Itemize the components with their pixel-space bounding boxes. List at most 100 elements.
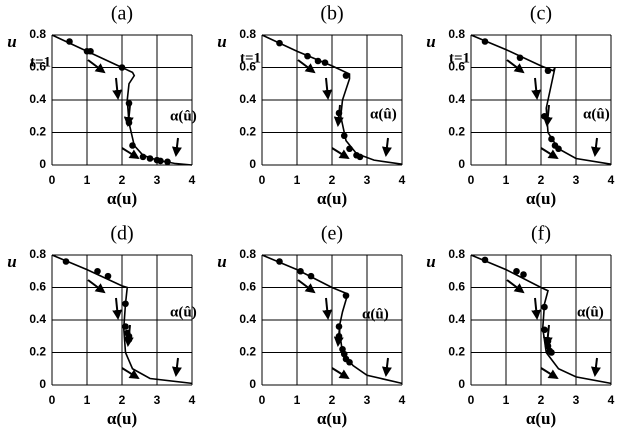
arrow (322, 77, 333, 100)
point (516, 54, 524, 62)
x-tick-label: 3 (154, 393, 161, 407)
point (276, 39, 283, 47)
y-tick-label: 0.4 (29, 312, 46, 326)
x-tick-label: 4 (608, 393, 615, 407)
curve (470, 254, 612, 385)
chart-title: (f) (531, 223, 551, 245)
arrow (331, 147, 350, 160)
y-tick-label: 0.2 (239, 345, 256, 359)
x-tick-label: 4 (399, 173, 406, 187)
arrow (506, 279, 525, 294)
panel: 0 1 2 3 4 0 0.2 0.4 0.6 0.8 (d) α(u) u α(û) (7, 223, 196, 428)
y-tick-label: 0.6 (29, 60, 46, 74)
point (297, 267, 304, 275)
y-tick-label: 0.8 (448, 27, 465, 41)
arrow (112, 297, 123, 320)
arrow (171, 137, 182, 157)
x-tick-label: 1 (84, 173, 91, 187)
point (346, 358, 353, 366)
x-tick-label: 4 (608, 173, 615, 187)
y-tick-label: 0.6 (448, 60, 465, 74)
y-axis-label: u (426, 252, 435, 271)
x-tick-label: 3 (364, 173, 371, 187)
x-axis-label: α(u) (107, 189, 137, 208)
annotation: α(û) (362, 306, 389, 322)
y-tick-label: 0.8 (29, 247, 46, 261)
arrow (531, 77, 542, 100)
x-tick-label: 1 (503, 393, 510, 407)
arrow (506, 59, 525, 74)
x-tick-label: 0 (49, 173, 56, 187)
point (548, 349, 555, 356)
arrow (121, 367, 140, 380)
point (342, 72, 350, 79)
annotation: t=1 (240, 50, 261, 66)
x-tick-label: 1 (294, 393, 301, 407)
arrow (381, 357, 392, 377)
x-tick-label: 3 (364, 393, 371, 407)
point (125, 99, 133, 107)
curve (261, 254, 403, 385)
point (104, 272, 112, 280)
point (481, 256, 489, 264)
x-tick-label: 4 (399, 393, 406, 407)
x-axis-label: α(u) (526, 409, 556, 428)
x-axis-label: α(u) (317, 189, 347, 208)
x-tick-label: 1 (84, 393, 91, 407)
y-axis-label: u (7, 252, 16, 271)
point (544, 67, 552, 75)
point (481, 38, 489, 45)
x-tick-label: 3 (573, 173, 580, 187)
y-tick-label: 0.8 (239, 247, 256, 261)
panel: 0 1 2 3 4 0 0.2 0.4 0.6 0.8 (f) α(u) u α(û) (426, 223, 614, 428)
x-tick-label: 2 (119, 173, 126, 187)
y-tick-label: 0.2 (239, 125, 256, 139)
arrow (531, 297, 542, 320)
arrow (87, 279, 106, 294)
y-tick-label: 0.2 (448, 345, 465, 359)
arrow (112, 77, 123, 100)
x-tick-label: 0 (49, 393, 56, 407)
annotation: α(û) (170, 108, 197, 124)
point (548, 135, 555, 143)
annotation: t=1 (449, 50, 470, 66)
y-tick-label: 0.8 (448, 247, 465, 261)
y-axis-label: u (217, 252, 226, 271)
arrow (297, 59, 316, 74)
x-tick-label: 0 (468, 393, 475, 407)
point (342, 292, 350, 299)
point (87, 47, 94, 55)
y-axis-label: u (217, 32, 226, 51)
y-tick-label: 0.4 (239, 92, 256, 106)
arrow (542, 104, 553, 127)
y-tick-label: 0 (249, 157, 256, 171)
arrow (540, 147, 559, 160)
x-tick-label: 0 (259, 173, 266, 187)
annotation: α(û) (583, 106, 610, 122)
annotation: t=1 (30, 54, 51, 70)
chart-title: (b) (320, 3, 343, 25)
y-tick-label: 0.4 (448, 92, 465, 106)
arrow (590, 137, 601, 157)
x-tick-label: 2 (329, 393, 336, 407)
point (118, 64, 126, 71)
point (555, 145, 562, 153)
chart-title: (a) (111, 3, 133, 25)
point (122, 323, 129, 330)
arrow (121, 147, 140, 160)
y-tick-label: 0 (39, 377, 46, 391)
arrow (540, 367, 559, 380)
arrow (123, 324, 134, 347)
point (276, 258, 283, 265)
annotation: α(û) (577, 304, 604, 320)
y-tick-label: 0 (458, 157, 465, 171)
point (146, 155, 154, 162)
point (164, 158, 171, 166)
arrow (297, 279, 316, 294)
point (346, 145, 353, 153)
x-axis-label: α(u) (526, 189, 556, 208)
y-tick-label: 0.4 (29, 92, 46, 106)
x-tick-label: 4 (189, 393, 196, 407)
point (541, 303, 548, 311)
y-tick-label: 0.4 (448, 312, 465, 326)
